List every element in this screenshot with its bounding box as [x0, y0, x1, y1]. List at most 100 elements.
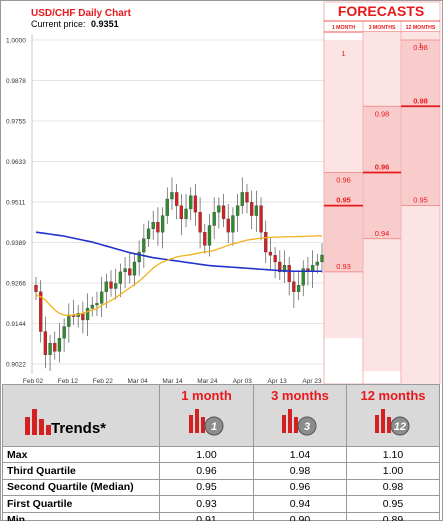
- x-tick-label: Mar 04: [128, 378, 149, 384]
- trends-header-1m: 1 month 1: [159, 384, 254, 447]
- candle-body: [301, 268, 305, 286]
- candle-body: [48, 342, 52, 355]
- candle-body: [226, 218, 230, 233]
- table-row: Third Quartile 0.96 0.98 1.00: [2, 462, 440, 480]
- candle-body: [123, 268, 127, 273]
- candle-body: [53, 342, 57, 352]
- svg-text:1: 1: [210, 421, 216, 433]
- bar-chart-icon: [25, 409, 51, 435]
- cell-value: 1.10: [346, 445, 440, 464]
- forecast-quartile-band: [401, 40, 440, 206]
- price-chart: 1.00000.98780.97550.96330.95110.93890.92…: [6, 1, 441, 384]
- x-tick-label: Feb 12: [58, 378, 79, 384]
- candle-body: [146, 228, 151, 239]
- forecast-value-label: 1: [418, 41, 422, 50]
- candle-body: [278, 261, 282, 273]
- forecast-value-label: 0.96: [375, 163, 390, 172]
- x-tick-label: Apr 13: [268, 378, 288, 384]
- candle-body: [268, 251, 273, 256]
- x-tick-label: Apr 03: [233, 378, 253, 384]
- cell-value: 0.89: [346, 511, 440, 521]
- x-tick-label: Mar 14: [162, 378, 183, 384]
- candle-body: [175, 192, 179, 206]
- forecast-value-label: 0.93: [336, 262, 351, 271]
- candle-body: [240, 192, 244, 206]
- trends-label: Trends*: [51, 420, 107, 437]
- forecast-value-label: 0.98: [413, 96, 428, 105]
- forecast-value-label: 0.94: [375, 229, 390, 238]
- table-row: Max 1.00 1.04 1.10: [2, 445, 440, 464]
- forecast-value-label: 0.95: [336, 196, 351, 205]
- candle-body: [99, 291, 104, 304]
- forecast-value-label: 0.98: [413, 43, 428, 52]
- candle-body: [207, 225, 212, 246]
- candle-body: [90, 304, 94, 309]
- candle-body: [170, 192, 174, 200]
- forecast-column-header: 1 MONTH: [332, 25, 356, 31]
- candle-body: [137, 251, 141, 263]
- cell-value: 0.94: [253, 495, 347, 513]
- candle-body: [128, 268, 132, 276]
- current-price-label: Current price:: [31, 19, 86, 29]
- cell-value: 1.04: [253, 445, 347, 464]
- cell-value: 0.98: [253, 462, 347, 480]
- svg-text:Current price: 0.9351: Current price: 0.9351: [31, 19, 119, 29]
- x-tick-label: Feb 22: [93, 378, 114, 384]
- forecasts-title: FORECASTS: [338, 3, 424, 19]
- moving-average-slow: [35, 231, 322, 273]
- candle-body: [292, 281, 296, 292]
- y-tick-label: 0.9144: [6, 321, 26, 328]
- current-price-value: 0.9351: [91, 19, 119, 29]
- row-label: Min: [2, 511, 160, 521]
- y-tick-label: 1.0000: [6, 38, 26, 45]
- candle-body: [212, 212, 216, 226]
- candle-body: [109, 281, 113, 289]
- forecast-zone: 1 MONTH 1 0.96 0.95 0.93 3 MONTHS 0.98 0.96 0.94…: [323, 1, 441, 384]
- header-1-month: 1 month: [181, 388, 232, 403]
- cell-value: 0.90: [253, 511, 347, 521]
- cell-value: 0.98: [346, 478, 440, 497]
- row-label: Second Quartile (Median): [2, 478, 160, 497]
- table-row: First Quartile 0.93 0.94 0.95: [2, 495, 440, 513]
- table-row: Second Quartile (Median) 0.95 0.96 0.98: [2, 478, 440, 497]
- forecast-frame: [323, 1, 441, 384]
- candle-body: [43, 331, 48, 355]
- candle-body: [259, 205, 263, 233]
- candle-body: [132, 261, 137, 276]
- x-tick-label: Feb 02: [23, 378, 44, 384]
- row-label: Max: [2, 445, 160, 464]
- y-axis-ticks: 1.0000 0.9878 0.9755 0.9633 0.9511 0.9389 0.92…: [6, 38, 26, 369]
- candle-body: [287, 265, 291, 282]
- candle-body: [250, 202, 254, 216]
- moving-average-fast: [35, 235, 322, 317]
- forecast-value-label: 1: [341, 49, 345, 58]
- candle-body: [118, 271, 123, 284]
- forecast-column-header: 12 MONTHS: [406, 25, 436, 31]
- y-tick-label: 0.9266: [6, 281, 26, 288]
- svg-text:3: 3: [304, 421, 310, 433]
- candle-body: [296, 285, 301, 292]
- candles: [34, 177, 324, 371]
- y-tick-label: 0.9878: [6, 78, 26, 85]
- forecast-value-label: 0.96: [336, 176, 351, 185]
- candle-body: [231, 215, 235, 233]
- candle-body: [156, 222, 160, 233]
- trends-table: Trends* 1 month 1 3 months: [2, 384, 440, 521]
- forecast-value-label: 0.98: [375, 109, 390, 118]
- trend-1-month-icon: 1: [188, 409, 223, 436]
- candle-body: [179, 205, 183, 220]
- forecast-column-header: 3 MONTHS: [369, 25, 396, 31]
- trends-header-12m: 12 months 12: [346, 384, 440, 447]
- grid: [31, 34, 324, 374]
- cell-value: 0.93: [159, 495, 254, 513]
- y-tick-label: 0.9755: [6, 119, 26, 126]
- candle-body: [67, 314, 71, 327]
- candle-body: [221, 205, 226, 220]
- candle-body: [160, 215, 165, 233]
- candle-body: [217, 205, 221, 213]
- candle-body: [142, 238, 146, 253]
- candle-body: [245, 192, 249, 203]
- candle-body: [264, 231, 268, 253]
- candle-body: [151, 222, 155, 229]
- candle-body: [235, 205, 240, 216]
